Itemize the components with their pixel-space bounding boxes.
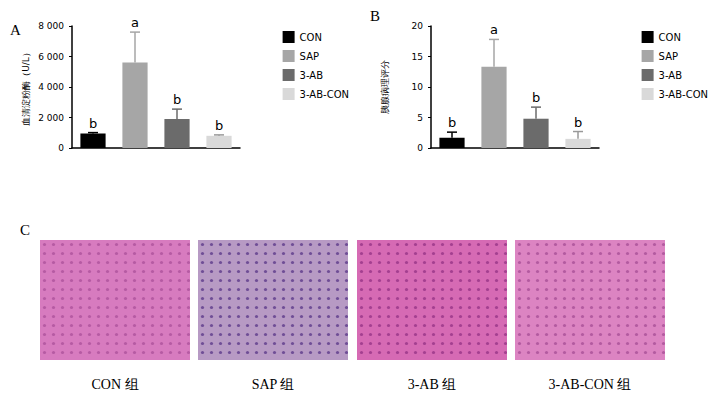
svg-text:CON: CON xyxy=(659,32,681,43)
svg-text:b: b xyxy=(215,118,223,133)
svg-text:8 000: 8 000 xyxy=(38,21,64,31)
svg-text:4 000: 4 000 xyxy=(38,82,64,92)
html-text:CON 组: CON 组 xyxy=(91,377,139,392)
svg-text:a: a xyxy=(490,22,498,37)
svg-text:2 000: 2 000 xyxy=(38,113,64,123)
svg-text:3-AB: 3-AB xyxy=(300,70,324,81)
svg-text:3-AB: 3-AB xyxy=(659,70,683,81)
svg-text:15: 15 xyxy=(412,52,423,62)
svg-text:CON: CON xyxy=(300,32,322,43)
svg-text:0: 0 xyxy=(417,143,423,153)
html-text:C: C xyxy=(20,222,30,238)
svg-text:10: 10 xyxy=(412,82,424,92)
svg-text:b: b xyxy=(532,90,540,105)
html-text:3-AB-CON 组: 3-AB-CON 组 xyxy=(548,377,632,392)
svg-text:胰腺病理评分: 胰腺病理评分 xyxy=(380,60,390,114)
svg-text:SAP: SAP xyxy=(300,51,319,62)
svg-text:5: 5 xyxy=(417,113,423,123)
svg-text:SAP: SAP xyxy=(659,51,678,62)
svg-text:6 000: 6 000 xyxy=(38,52,64,62)
svg-text:20: 20 xyxy=(412,21,424,31)
svg-text:b: b xyxy=(574,115,582,130)
svg-text:3-AB-CON: 3-AB-CON xyxy=(300,89,349,100)
html-text:A: A xyxy=(10,22,21,38)
svg-text:0: 0 xyxy=(58,143,64,153)
svg-text:b: b xyxy=(89,116,97,131)
svg-text:血清淀粉酶（U/L）: 血清淀粉酶（U/L） xyxy=(21,48,31,126)
html-text:SAP 组: SAP 组 xyxy=(251,377,295,392)
html-text:3-AB 组: 3-AB 组 xyxy=(407,377,457,392)
svg-text:a: a xyxy=(131,15,139,30)
svg-text:b: b xyxy=(173,92,181,107)
svg-text:b: b xyxy=(448,115,456,130)
svg-text:3-AB-CON: 3-AB-CON xyxy=(659,89,708,100)
html-text:B: B xyxy=(370,8,380,24)
